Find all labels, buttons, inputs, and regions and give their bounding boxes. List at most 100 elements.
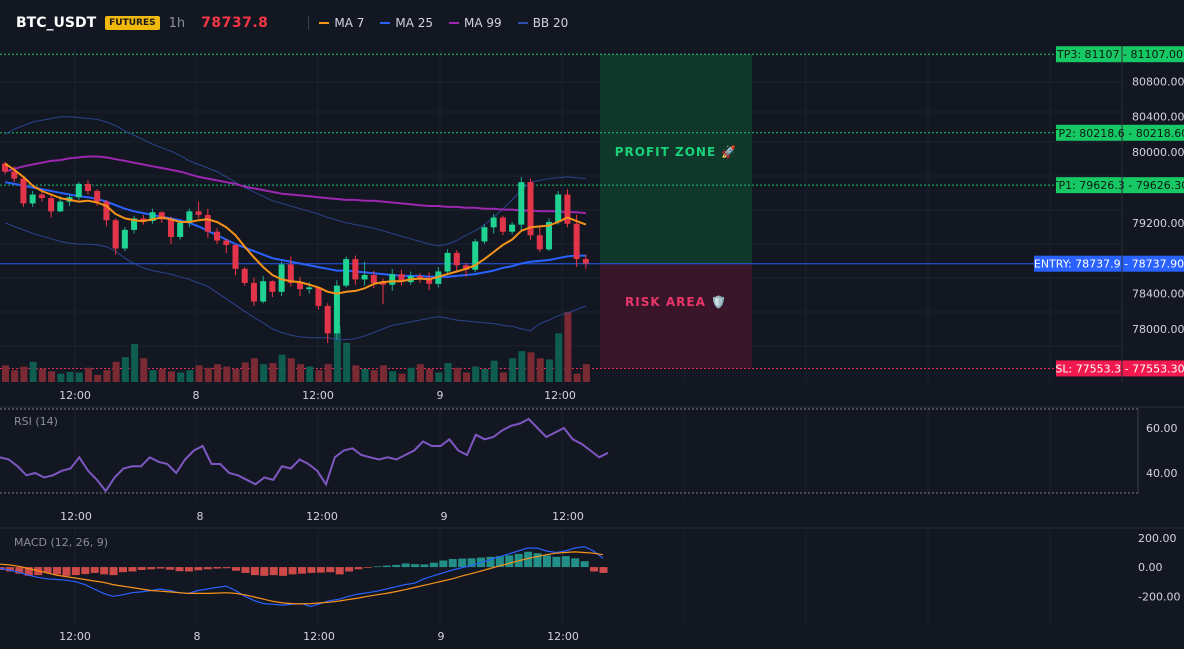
candle bbox=[389, 268, 396, 291]
rsi-time-label: 12:00 bbox=[306, 510, 338, 523]
candle bbox=[131, 215, 138, 234]
macd-histogram-bar bbox=[373, 566, 382, 568]
volume-bar bbox=[278, 354, 286, 382]
macd-histogram-bar bbox=[194, 567, 203, 571]
macd-time-label: 8 bbox=[194, 630, 201, 643]
candle bbox=[103, 199, 110, 227]
volume-bar bbox=[232, 368, 240, 382]
volume-bar bbox=[94, 374, 102, 382]
candle-body bbox=[481, 227, 488, 242]
volume-bar bbox=[509, 358, 517, 382]
candle-body bbox=[306, 287, 313, 290]
rsi-tick-label: 60.00 bbox=[1146, 422, 1178, 435]
volume-bar bbox=[555, 333, 563, 382]
candle bbox=[518, 176, 525, 230]
volume-bar bbox=[380, 365, 388, 382]
candle-body bbox=[472, 241, 479, 270]
legend-ma99[interactable]: MA 99 bbox=[449, 16, 502, 30]
candle-body bbox=[453, 252, 460, 266]
candle-body bbox=[463, 265, 469, 270]
macd-histogram-bar bbox=[363, 567, 372, 568]
macd-histogram-bar bbox=[307, 567, 316, 573]
ma25-swatch bbox=[380, 22, 391, 24]
macd-histogram-bar bbox=[175, 567, 184, 572]
symbol-name[interactable]: BTC_USDT bbox=[16, 15, 97, 31]
volume-bar bbox=[20, 366, 28, 382]
macd-histogram-bar bbox=[90, 567, 99, 573]
macd-histogram-bar bbox=[288, 567, 297, 575]
rsi-time-label: 12:00 bbox=[552, 510, 584, 523]
candle bbox=[223, 238, 230, 253]
candle-body bbox=[20, 178, 27, 204]
macd-histogram-bar bbox=[335, 567, 344, 575]
macd-histogram-bar bbox=[128, 567, 137, 572]
macd-histogram-bar bbox=[458, 558, 467, 568]
macd-histogram-bar bbox=[15, 567, 24, 574]
volume-bar bbox=[204, 367, 212, 382]
candle bbox=[490, 214, 497, 234]
candle bbox=[232, 244, 239, 276]
candle bbox=[481, 224, 488, 245]
price-tick-label: 78400.00 bbox=[1132, 288, 1184, 301]
chart-header: BTC_USDT FUTURES 1h 78737.8 MA 7 MA 25 M… bbox=[0, 0, 1184, 46]
candle bbox=[315, 286, 322, 310]
volume-bar bbox=[112, 361, 120, 382]
macd-tick-label: 0.00 bbox=[1138, 561, 1163, 574]
volume-bar bbox=[463, 372, 470, 382]
candle bbox=[195, 201, 202, 219]
level-tag-2 bbox=[1056, 177, 1184, 194]
candle bbox=[250, 277, 257, 306]
macd-histogram-bar bbox=[524, 551, 533, 568]
macd-time-label: 12:00 bbox=[303, 630, 335, 643]
candle bbox=[527, 178, 534, 240]
candle-body bbox=[352, 259, 359, 280]
legend-ma7[interactable]: MA 7 bbox=[319, 16, 364, 30]
ma25-line bbox=[4, 181, 586, 278]
volume-bar bbox=[287, 358, 295, 382]
legend-ma25[interactable]: MA 25 bbox=[380, 16, 433, 30]
candle bbox=[167, 216, 174, 245]
volume-bar bbox=[315, 370, 323, 382]
macd-histogram-bar bbox=[269, 567, 278, 576]
legend-ma7-label: MA 7 bbox=[334, 16, 365, 30]
candle-body bbox=[324, 305, 331, 334]
candle-body bbox=[48, 198, 55, 212]
macd-histogram-bar bbox=[53, 567, 62, 575]
macd-histogram-bar bbox=[552, 556, 561, 568]
macd-signal-line bbox=[0, 551, 604, 605]
macd-histogram-bar bbox=[203, 567, 212, 570]
candle-body bbox=[315, 287, 322, 306]
candle-body bbox=[84, 183, 91, 192]
volume-bar bbox=[472, 366, 480, 382]
rsi-title: RSI (14) bbox=[14, 415, 58, 428]
time-tick-label: 9 bbox=[437, 389, 444, 402]
volume-bar bbox=[84, 367, 92, 382]
candle-body bbox=[269, 281, 276, 292]
candle-body bbox=[389, 274, 396, 285]
macd-histogram-bar bbox=[184, 567, 193, 572]
macd-histogram-bar bbox=[43, 567, 52, 573]
candle-body bbox=[426, 277, 433, 284]
candle-body bbox=[333, 285, 340, 334]
volume-bar bbox=[481, 368, 489, 382]
volume-bar bbox=[573, 373, 581, 382]
rsi-line bbox=[0, 417, 609, 493]
timeframe-label[interactable]: 1h bbox=[168, 15, 186, 31]
macd-time-label: 9 bbox=[438, 630, 445, 643]
header-divider bbox=[308, 16, 310, 30]
candle-body bbox=[564, 194, 571, 224]
macd-histogram-bar bbox=[429, 562, 438, 568]
macd-tick-label: 200.00 bbox=[1138, 532, 1177, 545]
macd-tick-label: -200.00 bbox=[1138, 590, 1180, 603]
candle bbox=[509, 221, 516, 235]
candle-body bbox=[380, 282, 387, 285]
candle-body bbox=[260, 281, 267, 302]
candle-body bbox=[195, 211, 202, 215]
legend-bb20[interactable]: BB 20 bbox=[517, 16, 568, 30]
time-tick-label: 12:00 bbox=[302, 389, 334, 402]
volume-bar bbox=[11, 370, 19, 382]
price-tick-label: 80400.00 bbox=[1132, 111, 1184, 124]
candle bbox=[149, 208, 156, 224]
volume-bar bbox=[518, 351, 526, 382]
